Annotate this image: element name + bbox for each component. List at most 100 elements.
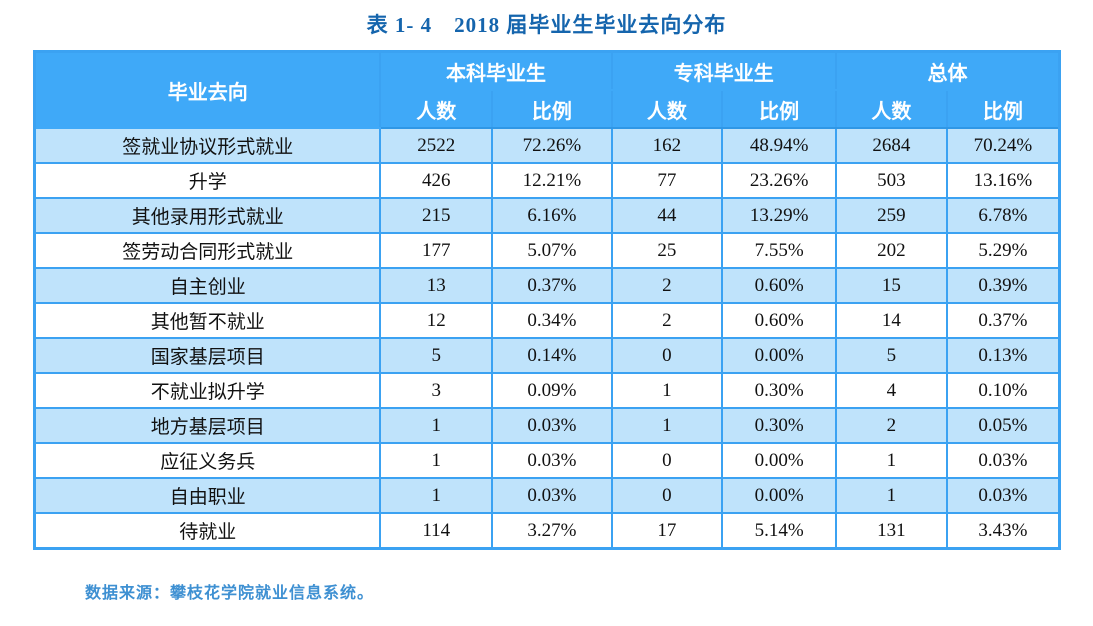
data-cell: 6.16%: [491, 197, 613, 234]
data-cell: 0.03%: [945, 477, 1061, 514]
data-cell: 13.29%: [721, 197, 838, 234]
data-cell: 70.24%: [945, 127, 1061, 164]
data-cell: 0: [610, 477, 724, 514]
data-cell: 0.60%: [721, 302, 838, 339]
row-label: 不就业拟升学: [33, 372, 382, 409]
data-cell: 5: [379, 337, 494, 374]
table-row: 自由职业 1 0.03% 0 0.00% 1 0.03%: [33, 477, 1061, 514]
header-row-subcolumns: 人数 比例 人数 比例 人数 比例: [35, 89, 1061, 129]
table-row: 其他暂不就业 12 0.34% 2 0.60% 14 0.37%: [33, 302, 1061, 339]
table-row: 升学 426 12.21% 77 23.26% 503 13.16%: [33, 162, 1061, 199]
data-cell: 5.07%: [491, 232, 613, 269]
data-cell: 13.16%: [945, 162, 1061, 199]
table-row: 其他录用形式就业 215 6.16% 44 13.29% 259 6.78%: [33, 197, 1061, 234]
table-row: 应征义务兵 1 0.03% 0 0.00% 1 0.03%: [33, 442, 1061, 479]
group-header-overall: 总体: [835, 50, 1061, 91]
data-cell: 1: [610, 372, 724, 409]
data-cell: 1: [610, 407, 724, 444]
data-cell: 25: [610, 232, 724, 269]
subheader-undergraduate-count: 人数: [379, 89, 494, 129]
data-cell: 14: [835, 302, 948, 339]
table-row: 自主创业 13 0.37% 2 0.60% 15 0.39%: [33, 267, 1061, 304]
data-cell: 5.14%: [721, 512, 838, 550]
data-cell: 202: [835, 232, 948, 269]
data-cell: 13: [379, 267, 494, 304]
data-cell: 0.60%: [721, 267, 838, 304]
data-cell: 2: [610, 302, 724, 339]
group-header-undergraduate: 本科毕业生: [379, 50, 613, 91]
data-cell: 0.00%: [721, 442, 838, 479]
data-cell: 0.00%: [721, 337, 838, 374]
data-cell: 44: [610, 197, 724, 234]
table-row: 国家基层项目 5 0.14% 0 0.00% 5 0.13%: [33, 337, 1061, 374]
data-cell: 77: [610, 162, 724, 199]
data-cell: 72.26%: [491, 127, 613, 164]
data-cell: 162: [610, 127, 724, 164]
data-cell: 0.10%: [945, 372, 1061, 409]
data-cell: 7.55%: [721, 232, 838, 269]
data-cell: 0.03%: [945, 442, 1061, 479]
data-cell: 0.05%: [945, 407, 1061, 444]
data-cell: 0.30%: [721, 372, 838, 409]
data-cell: 259: [835, 197, 948, 234]
data-cell: 1: [379, 407, 494, 444]
data-cell: 12.21%: [491, 162, 613, 199]
data-cell: 0.39%: [945, 267, 1061, 304]
subheader-junior-college-ratio: 比例: [721, 89, 838, 129]
data-cell: 3.27%: [491, 512, 613, 550]
data-cell: 3: [379, 372, 494, 409]
row-label: 签就业协议形式就业: [33, 127, 382, 164]
data-cell: 131: [835, 512, 948, 550]
data-cell: 3.43%: [945, 512, 1061, 550]
graduates-destination-table: 毕业去向 本科毕业生 专科毕业生 总体 人数 比例 人数 比例 人数 比例 签就…: [33, 50, 1061, 550]
row-label: 升学: [33, 162, 382, 199]
data-cell: 48.94%: [721, 127, 838, 164]
data-cell: 0.03%: [491, 442, 613, 479]
data-cell: 17: [610, 512, 724, 550]
data-cell: 0: [610, 337, 724, 374]
data-cell: 12: [379, 302, 494, 339]
data-cell: 0.30%: [721, 407, 838, 444]
data-cell: 1: [835, 477, 948, 514]
data-cell: 215: [379, 197, 494, 234]
row-label: 待就业: [33, 512, 382, 550]
row-label: 自主创业: [33, 267, 382, 304]
data-cell: 5: [835, 337, 948, 374]
data-cell: 15: [835, 267, 948, 304]
data-cell: 0.34%: [491, 302, 613, 339]
table-row: 待就业 114 3.27% 17 5.14% 131 3.43%: [33, 512, 1061, 550]
data-cell: 503: [835, 162, 948, 199]
row-label: 其他录用形式就业: [33, 197, 382, 234]
row-label: 地方基层项目: [33, 407, 382, 444]
data-source-note: 数据来源：攀枝花学院就业信息系统。: [85, 585, 375, 602]
data-cell: 0.14%: [491, 337, 613, 374]
data-cell: 0.00%: [721, 477, 838, 514]
data-cell: 1: [379, 477, 494, 514]
table-header: 毕业去向 本科毕业生 专科毕业生 总体 人数 比例 人数 比例 人数 比例: [33, 50, 1061, 129]
data-cell: 0.03%: [491, 407, 613, 444]
row-label: 其他暂不就业: [33, 302, 382, 339]
data-cell: 6.78%: [945, 197, 1061, 234]
data-cell: 0.09%: [491, 372, 613, 409]
column-header-destination: 毕业去向: [33, 50, 382, 129]
data-cell: 2522: [379, 127, 494, 164]
data-cell: 0.13%: [945, 337, 1061, 374]
table-row: 不就业拟升学 3 0.09% 1 0.30% 4 0.10%: [33, 372, 1061, 409]
table-row: 签就业协议形式就业 2522 72.26% 162 48.94% 2684 70.24%: [33, 127, 1061, 164]
data-cell: 177: [379, 232, 494, 269]
subheader-junior-college-count: 人数: [610, 89, 724, 129]
table-row: 地方基层项目 1 0.03% 1 0.30% 2 0.05%: [33, 407, 1061, 444]
data-cell: 23.26%: [721, 162, 838, 199]
subheader-undergraduate-ratio: 比例: [491, 89, 613, 129]
data-cell: 0: [610, 442, 724, 479]
header-row-groups: 毕业去向 本科毕业生 专科毕业生 总体: [33, 50, 1061, 129]
subheader-overall-count: 人数: [835, 89, 948, 129]
data-cell: 5.29%: [945, 232, 1061, 269]
row-label: 国家基层项目: [33, 337, 382, 374]
data-cell: 2: [835, 407, 948, 444]
data-cell: 0.37%: [945, 302, 1061, 339]
group-header-junior-college: 专科毕业生: [610, 50, 838, 91]
row-label: 应征义务兵: [33, 442, 382, 479]
data-cell: 114: [379, 512, 494, 550]
